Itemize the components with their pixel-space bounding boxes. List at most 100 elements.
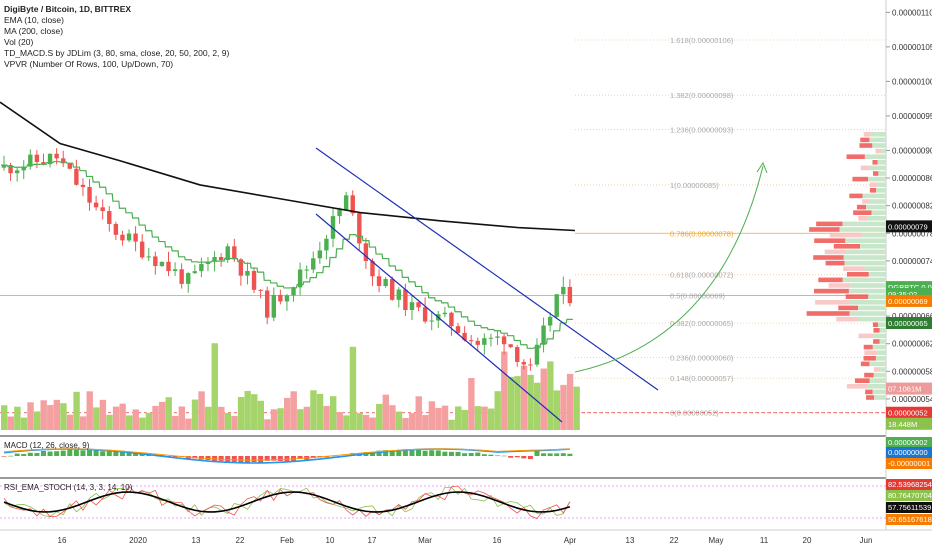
candle: [501, 333, 507, 355]
legend-td-macd[interactable]: TD_MACD.S by JDLim (3, 80, sma, close, 2…: [4, 48, 230, 58]
fib-level: 0.236(0.00000060): [575, 354, 886, 363]
candle: [442, 306, 448, 318]
rsi-pane-label[interactable]: RSI_EMA_STOCH (14, 3, 3, 14, 10): [4, 483, 133, 492]
vpvr-bar-down: [864, 372, 874, 378]
legend-ma200[interactable]: MA (200, close): [4, 26, 64, 36]
macd-histogram-bar: [133, 452, 139, 456]
price-tick-label: 0.00000110: [892, 8, 932, 17]
macd-histogram-bar: [40, 450, 46, 456]
volume-bar: [316, 393, 324, 430]
vpvr-bar-down: [828, 283, 851, 288]
candle: [28, 149, 33, 170]
candle: [74, 159, 79, 186]
vpvr-bar-up: [870, 199, 886, 204]
price-tick-label: 0.00000074: [892, 257, 932, 266]
price-tick-label: 0.00000100: [892, 77, 932, 86]
candle-body: [278, 294, 283, 302]
legend-vpvr[interactable]: VPVR (Number Of Rows, 100, Up/Down, 70): [4, 59, 174, 69]
vpvr-bar-up: [845, 249, 886, 255]
vpvr-bar-up: [864, 154, 886, 159]
candle: [1, 155, 7, 171]
signal-line: [3, 448, 570, 461]
candle-body: [330, 216, 336, 239]
macd-histogram-bar: [376, 450, 382, 456]
candle-body: [390, 279, 395, 300]
candle-body: [271, 294, 276, 318]
macd-histogram-bar: [396, 450, 402, 456]
macd-histogram-bar: [73, 449, 79, 456]
macd-pane-label[interactable]: MACD (12, 26, close, 9): [4, 441, 90, 450]
price-label-text: DGBBTC 0.00000070: [888, 283, 932, 292]
candle-body: [383, 279, 388, 287]
vpvr-bar-up: [877, 160, 886, 165]
price-label-text: 0.00000052: [888, 409, 928, 418]
legend-ema[interactable]: EMA (10, close): [4, 15, 64, 25]
price-tick: 0.00000090: [886, 146, 932, 155]
candle-body: [297, 269, 303, 288]
candle-body: [534, 344, 540, 365]
rsi-axis-text: 50.65167618: [888, 515, 932, 524]
candle: [508, 344, 513, 349]
fib-label: 0.382(0.00000065): [670, 319, 734, 328]
candle-body: [468, 340, 474, 342]
rsi-line: [3, 491, 571, 513]
vpvr-bar-down: [833, 244, 861, 249]
candle-body: [455, 326, 461, 333]
volume-bar: [244, 390, 251, 430]
candle: [422, 297, 428, 324]
macd-histogram-bar: [119, 450, 125, 456]
vpvr-bar-down: [846, 154, 865, 159]
vpvr-bar-up: [869, 165, 886, 171]
vpvr-bar-up: [872, 344, 886, 350]
candle: [251, 267, 257, 294]
candle-body: [74, 168, 79, 185]
candle-body: [317, 250, 323, 259]
volume-bar: [251, 394, 258, 430]
volume-bar: [132, 409, 139, 430]
macd-histogram-bar: [284, 456, 290, 462]
candle-body: [304, 269, 309, 271]
macd-histogram-bar: [402, 449, 408, 456]
volume-bar: [514, 376, 521, 430]
volume-bar: [494, 391, 501, 430]
vpvr-bar-up: [842, 221, 886, 227]
candle-body: [80, 184, 86, 187]
candle: [47, 153, 53, 168]
candle: [554, 293, 559, 319]
macd-histogram-bar: [264, 456, 270, 461]
vpvr-bar-down: [829, 232, 862, 238]
candle-body: [212, 256, 217, 262]
volume-bar: [99, 399, 107, 430]
vpvr-bar-up: [861, 232, 886, 238]
volume-bar: [158, 401, 166, 430]
price-label-bg: [886, 417, 932, 430]
time-tick-label: Feb: [280, 536, 294, 545]
candle: [396, 287, 401, 308]
macd-axis-bg: [886, 458, 932, 469]
volume-bar: [14, 406, 21, 430]
candle: [271, 287, 276, 322]
vpvr-bar-down: [854, 378, 870, 383]
vpvr-bar-down: [875, 148, 882, 154]
macd-histogram-bar: [87, 449, 93, 456]
vpvr-bar-up: [869, 378, 886, 383]
candle-body: [21, 166, 26, 171]
macd-histogram-bar: [126, 452, 132, 456]
price-tick-label: 0.00000095: [892, 112, 932, 121]
volume-bar: [547, 361, 554, 430]
candle: [107, 206, 112, 232]
vpvr-bar-up: [878, 171, 886, 176]
legend-volume[interactable]: Vol (20): [4, 37, 34, 47]
candle: [258, 289, 263, 299]
candle: [436, 310, 441, 329]
macd-histogram-bar: [527, 456, 533, 459]
vpvr-bar-down: [849, 193, 863, 199]
vpvr-bar-down: [852, 176, 869, 182]
vpvr-bar-down: [806, 311, 850, 316]
macd-histogram-bar: [8, 455, 14, 457]
candle-body: [87, 186, 92, 203]
vpvr-bar-down: [860, 165, 870, 171]
macd-histogram-bar: [514, 456, 520, 458]
vpvr-bar-down: [825, 260, 845, 266]
